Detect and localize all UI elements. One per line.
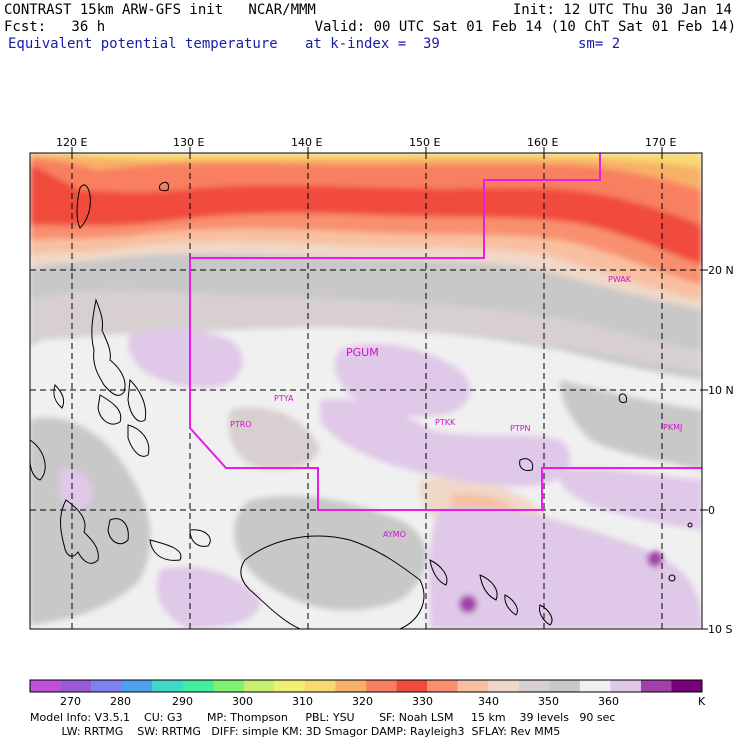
colorbar-label: 330 bbox=[412, 695, 433, 708]
lon-label: 150 E bbox=[409, 136, 440, 149]
colorbar-swatch bbox=[457, 680, 489, 692]
colorbar-swatch bbox=[488, 680, 520, 692]
colorbar-label: 360 bbox=[598, 695, 619, 708]
colorbar-label: 300 bbox=[232, 695, 253, 708]
lon-label: 170 E bbox=[645, 136, 676, 149]
colorbar-swatch bbox=[610, 680, 642, 692]
lon-label: 130 E bbox=[173, 136, 204, 149]
colorbar-swatch bbox=[152, 680, 184, 692]
lon-label: 120 E bbox=[56, 136, 87, 149]
lat-label: 0 bbox=[708, 504, 715, 517]
colorbar-label: 280 bbox=[110, 695, 131, 708]
frame-ticks bbox=[71, 147, 708, 630]
lat-label: 10 N bbox=[708, 384, 734, 397]
colorbar-label: 310 bbox=[292, 695, 313, 708]
station-ptro: PTRO bbox=[230, 420, 252, 429]
colorbar-swatch bbox=[366, 680, 397, 692]
colorbar-label: 270 bbox=[60, 695, 81, 708]
field-name: Equivalent potential temperature bbox=[8, 36, 278, 52]
model-info-line2: LW: RRTMG SW: RRTMG DIFF: simple KM: 3D … bbox=[30, 725, 561, 738]
color-bar bbox=[29, 679, 703, 693]
model-info-line1: Model Info: V3.5.1 CU: G3 MP: Thompson P… bbox=[30, 711, 616, 724]
colorbar-swatch bbox=[579, 680, 611, 692]
lat-label: 10 S bbox=[708, 623, 732, 636]
colorbar-swatch bbox=[274, 680, 306, 692]
model-title: CONTRAST 15km ARW-GFS init NCAR/MMM bbox=[4, 2, 316, 18]
forecast-hour: Fcst: 36 h bbox=[4, 19, 106, 35]
colorbar-frame bbox=[29, 679, 703, 693]
valid-time: Valid: 00 UTC Sat 01 Feb 14 (10 ChT Sat … bbox=[314, 19, 736, 35]
colorbar-swatch bbox=[640, 680, 672, 692]
colorbar-label: 340 bbox=[478, 695, 499, 708]
station-aymo: AYMO bbox=[383, 530, 406, 539]
colorbar-label: 290 bbox=[172, 695, 193, 708]
station-pwak: PWAK bbox=[608, 275, 632, 284]
colorbar-swatch bbox=[182, 680, 214, 692]
lon-labels: 120 E 130 E 140 E 150 E 160 E 170 E bbox=[56, 136, 676, 149]
colorbar-swatch bbox=[304, 680, 336, 692]
colorbar-swatch bbox=[671, 680, 703, 692]
smoothing: sm= 2 bbox=[578, 36, 621, 52]
init-time: Init: 12 UTC Thu 30 Jan 14 bbox=[512, 2, 732, 18]
map-frame bbox=[29, 152, 703, 630]
station-pkmj: PKMJ bbox=[663, 423, 682, 432]
theta-e-field bbox=[30, 153, 702, 629]
colorbar-swatch bbox=[427, 680, 458, 692]
lon-label: 160 E bbox=[527, 136, 558, 149]
lat-label: 20 N bbox=[708, 264, 734, 277]
level-index: at k-index = 39 bbox=[305, 36, 440, 52]
lat-labels: 20 N 10 N 0 10 S bbox=[708, 264, 734, 636]
station-pgum: PGUM bbox=[346, 346, 379, 359]
lon-label: 140 E bbox=[291, 136, 322, 149]
colorbar-swatch bbox=[91, 680, 122, 692]
colorbar-swatch bbox=[213, 680, 245, 692]
station-labels: PGUM PWAK PTYA PTRO PTKK PTPN PKMJ AYMO bbox=[230, 275, 682, 539]
station-ptpn: PTPN bbox=[510, 424, 531, 433]
colorbar-unit: K bbox=[698, 695, 706, 708]
coastlines bbox=[30, 181, 693, 629]
colorbar-swatch bbox=[243, 680, 275, 692]
fir-boundary bbox=[190, 153, 601, 259]
colorbar-swatch bbox=[549, 680, 581, 692]
colorbar-swatch bbox=[335, 680, 367, 692]
colorbar-labels: 270 280 290 300 310 320 330 340 350 360 … bbox=[60, 695, 706, 708]
colorbar-label: 320 bbox=[352, 695, 373, 708]
colorbar-swatch bbox=[30, 680, 61, 692]
fir-boundary-south bbox=[189, 258, 702, 511]
colorbar-label: 350 bbox=[538, 695, 559, 708]
colorbar-swatch bbox=[121, 680, 153, 692]
station-ptkk: PTKK bbox=[435, 418, 456, 427]
colorbar-swatch bbox=[60, 680, 92, 692]
station-ptya: PTYA bbox=[274, 394, 294, 403]
colorbar-swatch bbox=[518, 680, 550, 692]
colorbar-swatch bbox=[396, 680, 428, 692]
